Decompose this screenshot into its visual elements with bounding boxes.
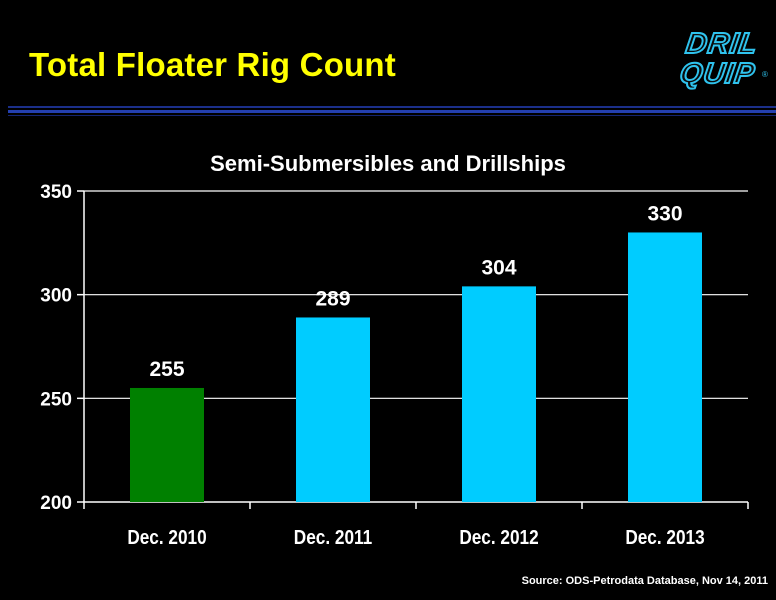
x-category-label: Dec. 2012: [459, 526, 538, 549]
x-category-label: Dec. 2010: [127, 526, 206, 549]
data-label: 304: [481, 256, 516, 279]
registered-mark: ®: [762, 70, 768, 79]
data-label: 289: [315, 287, 350, 310]
dril-quip-logo: DRIL QUIP ®: [677, 27, 770, 94]
data-label: 255: [149, 358, 184, 381]
bar: [628, 232, 702, 502]
bar: [296, 317, 370, 502]
y-tick-label: 250: [40, 389, 72, 410]
y-tick-label: 350: [40, 182, 72, 203]
title-divider-rule: [8, 110, 776, 113]
y-tick-label: 300: [40, 286, 72, 307]
x-category-label: Dec. 2011: [294, 526, 372, 549]
bar: [462, 286, 536, 502]
title-divider-rule: [8, 115, 776, 116]
chart-title: Semi-Submersibles and Drillships: [210, 151, 566, 176]
y-tick-label: 200: [40, 493, 72, 514]
source-note: Source: ODS-Petrodata Database, Nov 14, …: [521, 575, 768, 587]
data-label: 330: [647, 202, 682, 225]
x-category-label: Dec. 2013: [625, 526, 704, 549]
title-divider-rule: [8, 106, 776, 108]
slide-title: Total Floater Rig Count: [29, 46, 396, 83]
bar: [130, 387, 204, 502]
